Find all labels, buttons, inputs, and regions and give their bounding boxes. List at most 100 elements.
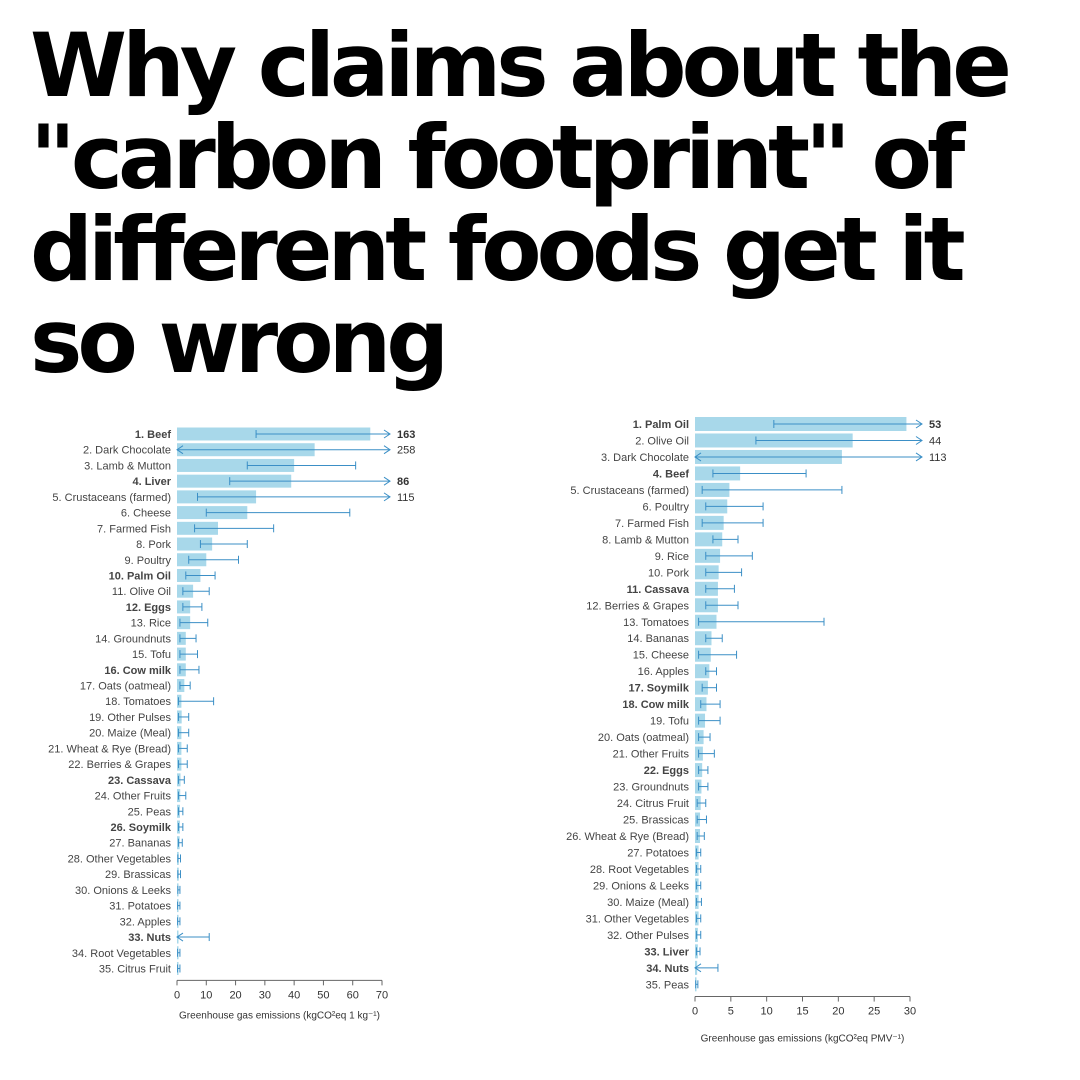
- category-label: 28. Other Vegetables: [68, 853, 172, 865]
- error-arrow: [915, 419, 923, 429]
- category-label: 35. Citrus Fruit: [99, 963, 171, 975]
- category-label: 28. Root Vegetables: [590, 864, 690, 876]
- category-label: 12. Berries & Grapes: [586, 600, 689, 612]
- category-label: 5. Crustaceans (farmed): [570, 485, 689, 497]
- category-label: 30. Maize (Meal): [607, 897, 689, 909]
- category-label: 31. Potatoes: [109, 901, 171, 913]
- category-label: 33. Liver: [644, 946, 689, 958]
- category-label: 34. Nuts: [646, 963, 689, 975]
- category-label: 26. Wheat & Rye (Bread): [566, 831, 689, 843]
- category-label: 17. Oats (oatmeal): [80, 681, 171, 693]
- x-tick-label: 20: [832, 1006, 844, 1018]
- category-label: 29. Onions & Leeks: [593, 880, 690, 892]
- category-label: 2. Olive Oil: [635, 435, 689, 447]
- category-label: 10. Pork: [648, 567, 689, 579]
- category-label: 32. Other Pulses: [607, 930, 689, 942]
- value-annotation: 44: [929, 435, 941, 447]
- category-label: 11. Cassava: [627, 584, 690, 596]
- page-title: Why claims about the "carbon footprint" …: [30, 20, 1070, 388]
- x-tick-label: 15: [796, 1006, 808, 1018]
- category-label: 19. Other Pulses: [89, 712, 171, 724]
- error-arrow: [915, 452, 923, 462]
- x-tick-label: 30: [259, 989, 271, 1001]
- category-label: 17. Soymilk: [628, 683, 689, 695]
- category-label: 15. Tofu: [132, 649, 171, 661]
- category-label: 14. Groundnuts: [95, 633, 171, 645]
- category-label: 12. Eggs: [126, 602, 171, 614]
- category-label: 20. Oats (oatmeal): [598, 732, 689, 744]
- title-line: different foods get it: [30, 198, 966, 301]
- value-annotation: 53: [929, 419, 941, 431]
- error-arrow: [383, 445, 391, 455]
- category-label: 30. Onions & Leeks: [75, 885, 172, 897]
- category-label: 13. Tomatoes: [623, 617, 689, 629]
- x-tick-label: 0: [692, 1006, 698, 1018]
- error-arrow: [383, 476, 391, 486]
- category-label: 18. Cow milk: [622, 699, 690, 711]
- x-tick-label: 20: [229, 989, 241, 1001]
- category-label: 32. Apples: [120, 916, 172, 928]
- category-label: 26. Soymilk: [110, 822, 171, 834]
- value-annotation: 163: [397, 429, 415, 441]
- category-label: 1. Beef: [135, 429, 171, 441]
- category-label: 4. Liver: [132, 476, 171, 488]
- x-axis-title: Greenhouse gas emissions (kgCO²eq 1 kg⁻¹…: [179, 1010, 380, 1021]
- error-arrow: [383, 429, 391, 439]
- category-label: 4. Beef: [653, 468, 689, 480]
- category-label: 25. Brassicas: [623, 815, 690, 827]
- bar: [177, 537, 213, 551]
- x-tick-label: 30: [904, 1006, 916, 1018]
- x-tick-label: 5: [728, 1006, 734, 1018]
- error-arrow: [915, 436, 923, 445]
- category-label: 6. Poultry: [643, 501, 690, 513]
- title-line: Why claims about the: [30, 14, 1012, 117]
- category-label: 22. Eggs: [644, 765, 689, 777]
- category-label: 33. Nuts: [128, 932, 171, 944]
- category-label: 20. Maize (Meal): [89, 728, 171, 740]
- category-label: 9. Rice: [655, 551, 689, 563]
- category-label: 6. Cheese: [121, 508, 171, 520]
- error-arrow: [176, 932, 184, 942]
- category-label: 11. Olive Oil: [112, 586, 171, 598]
- error-arrow: [383, 492, 391, 502]
- chart-per-kg: 1. Beef 163 2. Dark Chocolate 258 3. Lamb & …: [48, 427, 415, 1021]
- category-label: 16. Cow milk: [104, 665, 172, 677]
- category-label: 21. Other Fruits: [613, 749, 690, 761]
- category-label: 24. Other Fruits: [95, 791, 172, 803]
- category-label: 23. Cassava: [108, 775, 172, 787]
- title-line: "carbon footprint" of: [30, 106, 965, 209]
- category-label: 3. Lamb & Mutton: [84, 460, 171, 472]
- category-label: 3. Dark Chocolate: [601, 452, 689, 464]
- category-label: 14. Bananas: [627, 633, 689, 645]
- x-tick-label: 10: [761, 1006, 773, 1018]
- bar: [177, 458, 295, 472]
- value-annotation: 113: [929, 452, 947, 464]
- category-label: 9. Poultry: [125, 555, 172, 567]
- value-annotation: 115: [397, 492, 415, 504]
- category-label: 27. Bananas: [109, 838, 171, 850]
- category-label: 16. Apples: [638, 666, 690, 678]
- category-label: 29. Brassicas: [105, 869, 172, 881]
- category-label: 2. Dark Chocolate: [83, 445, 171, 457]
- error-arrow: [694, 963, 702, 973]
- value-annotation: 258: [397, 445, 415, 457]
- category-label: 7. Farmed Fish: [97, 523, 171, 535]
- title-line: so wrong: [30, 290, 449, 393]
- category-label: 19. Tofu: [650, 716, 689, 728]
- x-axis-title: Greenhouse gas emissions (kgCO²eq PMV⁻¹): [701, 1034, 905, 1045]
- category-label: 8. Pork: [136, 539, 171, 551]
- category-label: 8. Lamb & Mutton: [602, 534, 689, 546]
- x-tick-label: 40: [288, 989, 300, 1001]
- bar: [695, 532, 723, 547]
- category-label: 22. Berries & Grapes: [68, 759, 171, 771]
- category-label: 10. Palm Oil: [109, 570, 171, 582]
- category-label: 7. Farmed Fish: [615, 518, 689, 530]
- category-label: 25. Peas: [128, 806, 172, 818]
- category-label: 35. Peas: [646, 979, 690, 991]
- category-label: 15. Cheese: [633, 650, 689, 662]
- bar: [695, 680, 708, 695]
- x-tick-label: 60: [347, 989, 359, 1001]
- category-label: 27. Potatoes: [627, 847, 689, 859]
- x-tick-label: 25: [868, 1006, 880, 1018]
